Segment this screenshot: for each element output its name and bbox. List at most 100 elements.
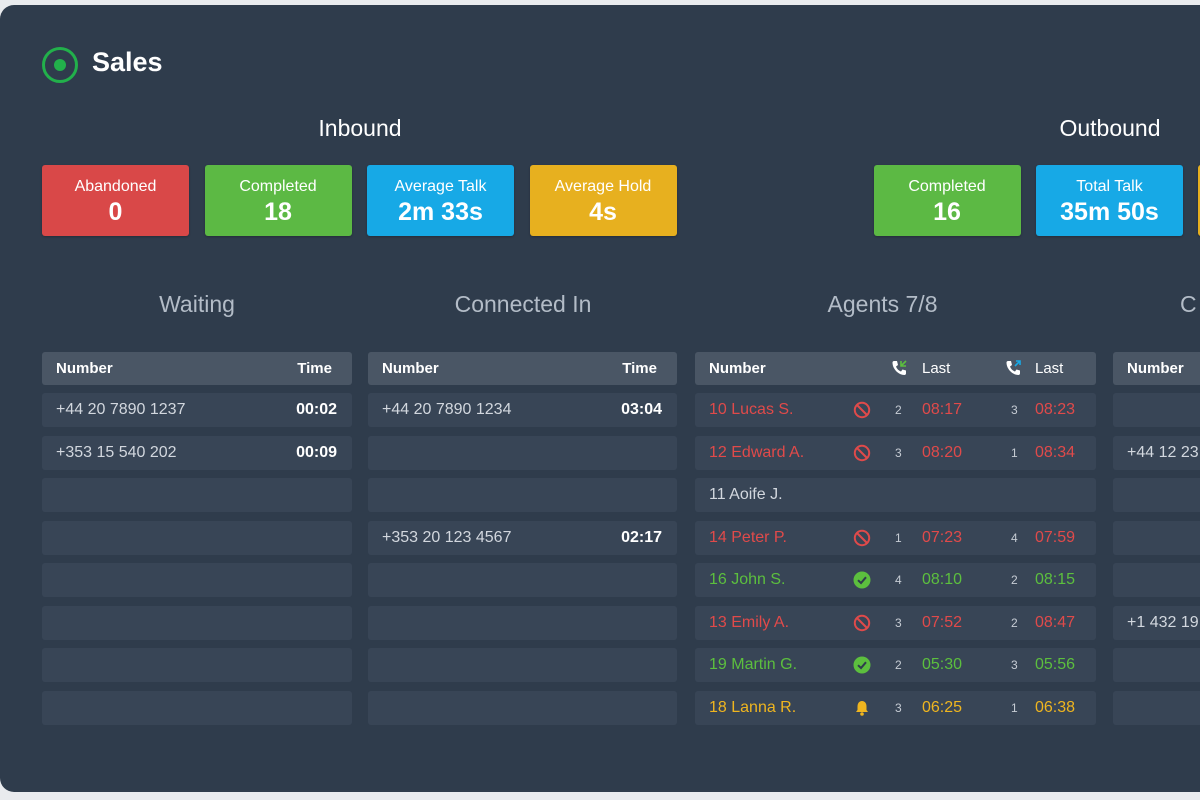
sales-wallboard: Sales Inbound Abandoned 0 Completed 18 Avera… xyxy=(0,5,1200,792)
prohibited-icon xyxy=(853,401,871,419)
stat-value: 0 xyxy=(108,198,123,226)
inbound-last: 07:23 xyxy=(922,528,963,546)
stat-value: 16 xyxy=(933,198,961,226)
connected-out-table: Number +44 12 23 +1 432 19 xyxy=(1113,352,1200,725)
prohibited-icon xyxy=(853,529,871,547)
prohibited-icon xyxy=(853,444,871,462)
outbound-count: 1 xyxy=(1011,445,1018,460)
stat-card-completed: Completed 16 xyxy=(873,165,1021,236)
col-last-out: Last xyxy=(1035,360,1064,377)
outbound-count: 2 xyxy=(1011,615,1018,630)
agent-name: 13 Emily A. xyxy=(709,613,790,631)
stat-card-average-hold: Average Hold 4s xyxy=(529,165,677,236)
agent-row: 16 John S. 4 08:10 2 08:15 xyxy=(695,563,1096,597)
inbound-count: 1 xyxy=(895,530,902,545)
caller-number: +1 432 19 xyxy=(1127,613,1199,631)
table-row xyxy=(368,478,677,512)
stat-card-abandoned: Abandoned 0 xyxy=(42,165,189,236)
col-number: Number xyxy=(56,360,113,377)
stat-value: 35m 50s xyxy=(1060,198,1159,226)
call-time: 02:17 xyxy=(621,528,662,546)
agent-name: 16 John S. xyxy=(709,571,786,588)
table-row xyxy=(368,648,677,682)
table-row xyxy=(1113,520,1200,555)
table-row xyxy=(368,605,677,640)
stat-card-partial xyxy=(1198,165,1200,236)
inbound-last: 05:30 xyxy=(922,656,963,673)
inbound-last: 08:10 xyxy=(922,571,963,588)
stat-label: Average Hold xyxy=(554,178,652,195)
table-row xyxy=(1113,478,1200,512)
page-title: Sales xyxy=(92,47,163,77)
col-time: Time xyxy=(622,360,657,377)
table-row: +353 15 540 202 00:09 xyxy=(42,435,352,470)
table-row: +44 20 7890 1237 00:02 xyxy=(42,393,352,427)
stat-card-total-talk: Total Talk 35m 50s xyxy=(1036,165,1183,236)
inbound-count: 3 xyxy=(895,700,902,715)
outbound-count: 4 xyxy=(1011,530,1018,545)
stat-value: 4s xyxy=(589,198,617,226)
agent-row: 10 Lucas S. 2 08:17 3 08:23 xyxy=(695,393,1096,427)
check-circle-icon xyxy=(853,571,871,589)
inbound-last: 07:52 xyxy=(922,613,963,631)
stat-label: Total Talk xyxy=(1076,178,1143,195)
agent-name: 19 Martin G. xyxy=(709,656,798,673)
connected-in-title: Connected In xyxy=(454,291,592,317)
agent-row: 18 Lanna R. 3 06:25 1 06:38 xyxy=(695,690,1096,725)
phone-outgoing-icon xyxy=(1004,359,1022,377)
table-row: +44 12 23 xyxy=(1113,435,1200,470)
connected-out-title: C xyxy=(1180,291,1197,317)
agents-table: Number Last Last 10 Lucas S. 2 08:17 3 08:23… xyxy=(695,352,1096,725)
col-number: Number xyxy=(1127,360,1184,377)
inbound-count: 2 xyxy=(895,403,902,417)
agent-name: 11 Aoife J. xyxy=(709,486,783,503)
bell-icon xyxy=(853,699,871,717)
table-row xyxy=(1113,690,1200,725)
phone-incoming-icon xyxy=(890,359,908,377)
agent-name: 12 Edward A. xyxy=(709,443,805,461)
stat-card-average-talk: Average Talk 2m 33s xyxy=(367,165,514,236)
caller-number: +44 20 7890 1234 xyxy=(382,401,512,418)
stat-card-completed: Completed 18 xyxy=(204,165,352,236)
check-circle-icon xyxy=(853,656,871,674)
inbound-title: Inbound xyxy=(318,115,402,141)
table-row xyxy=(42,690,352,725)
outbound-last: 08:34 xyxy=(1035,443,1076,461)
table-row xyxy=(42,605,352,640)
call-time: 03:04 xyxy=(621,401,662,418)
caller-number: +44 20 7890 1237 xyxy=(56,401,186,418)
stat-label: Abandoned xyxy=(74,178,157,195)
table-row xyxy=(1113,393,1200,427)
outbound-last: 05:56 xyxy=(1035,656,1076,673)
agent-row: 12 Edward A. 3 08:20 1 08:34 xyxy=(695,435,1096,470)
outbound-count: 3 xyxy=(1011,658,1018,672)
stat-value: 18 xyxy=(264,198,292,226)
outbound-last: 08:15 xyxy=(1035,571,1076,588)
agent-name: 10 Lucas S. xyxy=(709,401,794,418)
inbound-last: 06:25 xyxy=(922,698,963,716)
stat-value: 2m 33s xyxy=(398,198,483,226)
connected-in-table-header: Number Time xyxy=(368,352,677,385)
outbound-count: 2 xyxy=(1011,573,1018,587)
table-row xyxy=(42,648,352,682)
connected-out-table-header: Number xyxy=(1113,352,1200,385)
table-row xyxy=(1113,648,1200,682)
inbound-count: 3 xyxy=(895,615,902,630)
inbound-count: 2 xyxy=(895,658,902,672)
table-row xyxy=(1113,563,1200,597)
call-time: 00:02 xyxy=(296,401,337,418)
stat-label: Average Talk xyxy=(394,178,487,195)
agents-table-header: Number Last Last xyxy=(695,352,1096,385)
table-row: +1 432 19 xyxy=(1113,605,1200,640)
waiting-table-header: Number Time xyxy=(42,352,352,385)
outbound-last: 08:23 xyxy=(1035,401,1076,418)
agent-row: 14 Peter P. 1 07:23 4 07:59 xyxy=(695,520,1096,555)
table-row xyxy=(42,520,352,555)
agent-row: 13 Emily A. 3 07:52 2 08:47 xyxy=(695,605,1096,640)
connected-in-table: Number Time +44 20 7890 1234 03:04 +353 20… xyxy=(368,352,677,725)
prohibited-icon xyxy=(853,614,871,632)
inbound-last: 08:20 xyxy=(922,443,963,461)
outbound-title: Outbound xyxy=(1059,115,1161,141)
col-time: Time xyxy=(297,360,332,377)
call-time: 00:09 xyxy=(296,443,337,461)
